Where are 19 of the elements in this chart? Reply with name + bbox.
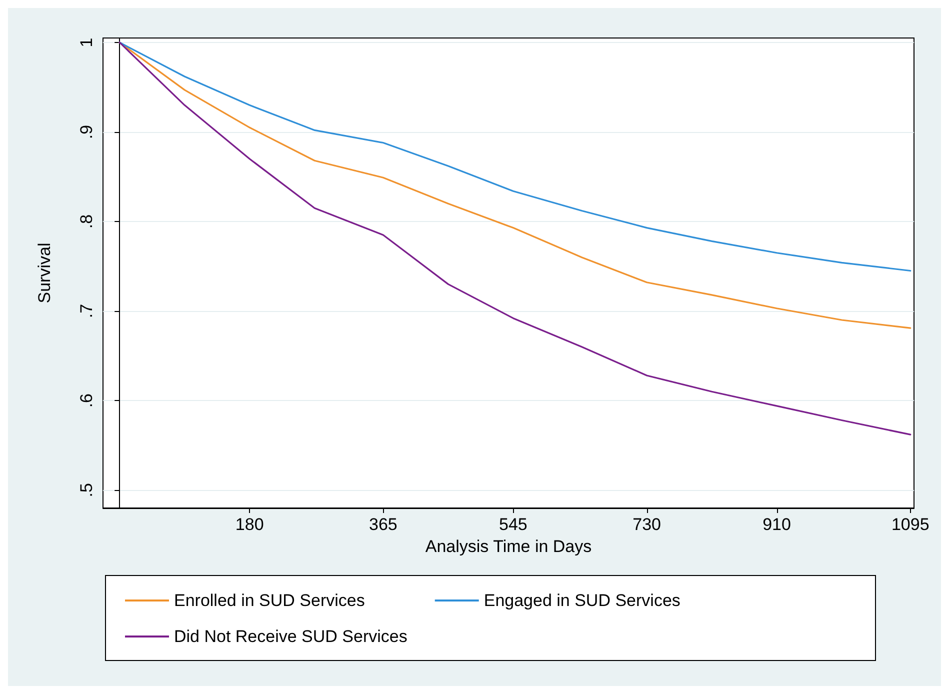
- y-tick-label: .6: [77, 393, 96, 408]
- y-tick-label: .5: [77, 483, 96, 498]
- y-tick-label: .9: [77, 124, 96, 140]
- line-series: [118, 42, 912, 436]
- x-tick-label: 545: [499, 515, 528, 534]
- legend-label: Engaged in SUD Services: [484, 591, 680, 610]
- x-tick-label: 1095: [891, 515, 930, 534]
- legend-label: Enrolled in SUD Services: [174, 591, 365, 610]
- x-tick-label: 730: [632, 515, 661, 534]
- y-tick-label: .8: [77, 214, 96, 229]
- x-axis-title: Analysis Time in Days: [425, 536, 592, 556]
- x-tick-label: 180: [235, 515, 264, 534]
- x-tick-label: 365: [369, 515, 398, 534]
- x-tick-label: 910: [762, 515, 791, 534]
- legend-label: Did Not Receive SUD Services: [174, 627, 408, 646]
- y-tick-label: 1: [77, 38, 96, 48]
- y-tick-label: .7: [77, 304, 96, 318]
- y-axis-title: Survival: [35, 242, 54, 304]
- line-series: [118, 42, 912, 272]
